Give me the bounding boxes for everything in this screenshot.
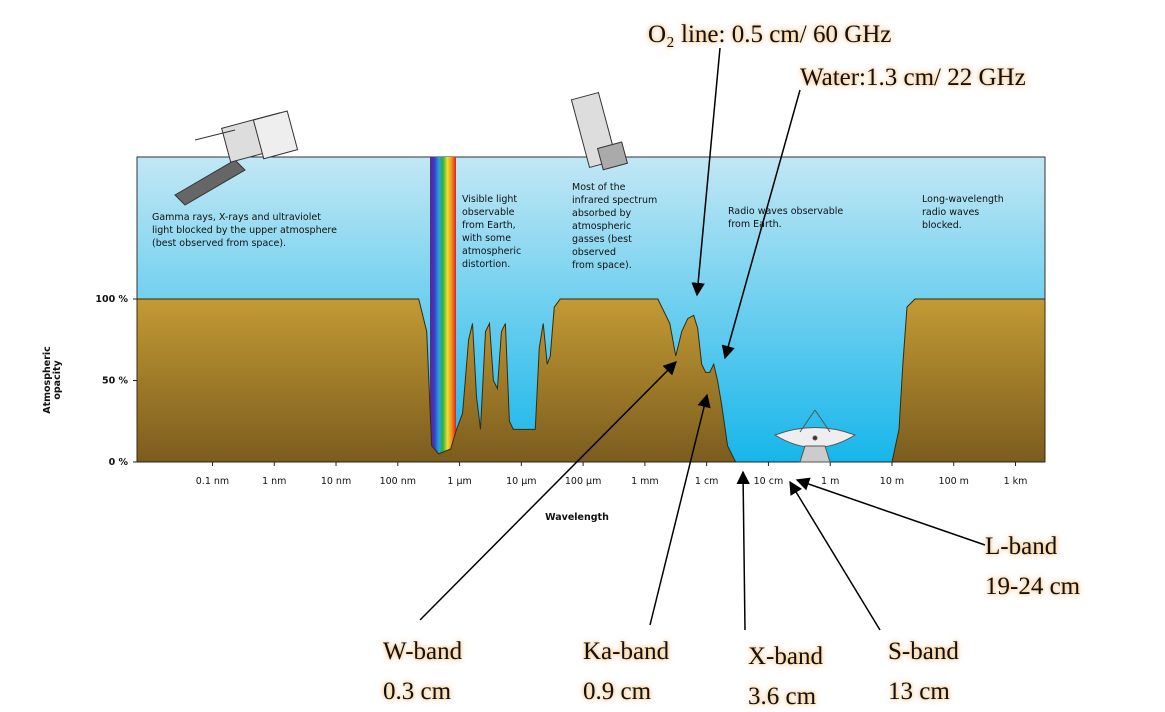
band-label-line: Water:1.3 cm/ 22 GHz [800, 64, 1026, 91]
band-label: W-band 0.3 cm [383, 632, 462, 712]
y-axis-label: opacity [52, 360, 63, 400]
x-tick-label: 100 m [939, 476, 969, 487]
band-label: Water:1.3 cm/ 22 GHz [800, 58, 1026, 98]
plot: 0.1 nm 1 nm 10 nm 100 nm 1 µm 10 µm 100 µm 1 mm… [95, 294, 1046, 487]
arrows [419, 47, 986, 631]
y-axis-label: Atmospheric [42, 346, 53, 414]
region-note: with some [462, 233, 511, 244]
region-note: blocked. [922, 220, 962, 231]
band-label: L-band 19-24 cm [985, 527, 1080, 607]
band-label: Ka-band 0.9 cm [583, 632, 669, 712]
band-label-line: L-band [985, 533, 1058, 560]
x-tick-label: 0.1 nm [196, 476, 229, 487]
x-tick-label: 10 µm [506, 476, 536, 487]
region-note: absorbed by [572, 208, 631, 219]
x-tick-label: 1 km [1004, 476, 1028, 487]
satellite-icon [174, 110, 299, 206]
region-note: atmospheric [572, 221, 631, 232]
band-label: X-band 3.6 cm [748, 637, 823, 712]
y-tick-label: 50 % [102, 376, 129, 387]
x-tick-label: 1 m [821, 476, 839, 487]
region-note: from Earth. [728, 219, 782, 230]
region-note: radio waves [922, 207, 979, 218]
arrow [691, 47, 721, 297]
region-note: infrared spectrum [572, 195, 657, 206]
band-label-line: O₂ line: 0.5 cm/ 60 GHz [648, 21, 892, 48]
region-note: light blocked by the upper atmosphere [152, 225, 337, 236]
x-tick-label: 1 µm [447, 476, 471, 487]
band-label-line: 0.3 cm [383, 678, 452, 705]
region-note: observed [572, 247, 616, 258]
region-note: Radio waves observable [728, 206, 843, 217]
region-note: atmospheric [462, 246, 521, 257]
region-note: distortion. [462, 259, 510, 270]
band-label: O₂ line: 0.5 cm/ 60 GHz [648, 15, 891, 55]
x-tick-label: 10 nm [321, 476, 351, 487]
region-note: (best observed from space). [152, 238, 286, 249]
x-tick-label: 1 nm [262, 476, 286, 487]
region-note: Visible light [462, 194, 517, 205]
band-label-line: X-band [748, 643, 823, 670]
region-note: from space). [572, 260, 632, 271]
region-note: from Earth, [462, 220, 516, 231]
x-tick-label: 100 µm [565, 476, 601, 487]
visible-spectrum [430, 157, 456, 462]
region-note: Gamma rays, X-rays and ultraviolet [152, 212, 321, 223]
x-tick-label: 100 nm [380, 476, 416, 487]
x-tick-label: 1 mm [631, 476, 659, 487]
band-label-line: W-band [383, 638, 463, 665]
opacity-area [136, 298, 1046, 463]
radio-dish-icon [773, 409, 857, 463]
arrow [419, 361, 677, 621]
arrow [649, 393, 711, 626]
band-label-line: 13 cm [888, 678, 950, 705]
band-label: S-band 13 cm [888, 632, 959, 712]
region-note: Most of the [572, 182, 626, 193]
x-tick-label: 10 cm [754, 476, 784, 487]
band-label-line: 0.9 cm [583, 678, 652, 705]
arrow [736, 470, 750, 631]
band-label-line: Ka-band [583, 638, 670, 665]
arrow [795, 477, 986, 546]
x-tick-label: 1 cm [695, 476, 719, 487]
region-note: Long-wavelength [922, 194, 1004, 205]
y-tick-label: 0 % [109, 457, 129, 468]
band-label-line: 3.6 cm [748, 683, 817, 710]
y-tick-label: 100 % [95, 294, 128, 305]
region-note: gasses (best [572, 234, 632, 245]
x-axis-label: Wavelength [545, 512, 609, 523]
telescope-icon [570, 91, 629, 171]
band-label-line: S-band [888, 638, 959, 665]
x-tick-label: 10 m [880, 476, 904, 487]
arrow [789, 480, 881, 631]
region-note: observable [462, 207, 515, 218]
band-label-line: 19-24 cm [985, 573, 1081, 600]
arrow [721, 89, 801, 360]
